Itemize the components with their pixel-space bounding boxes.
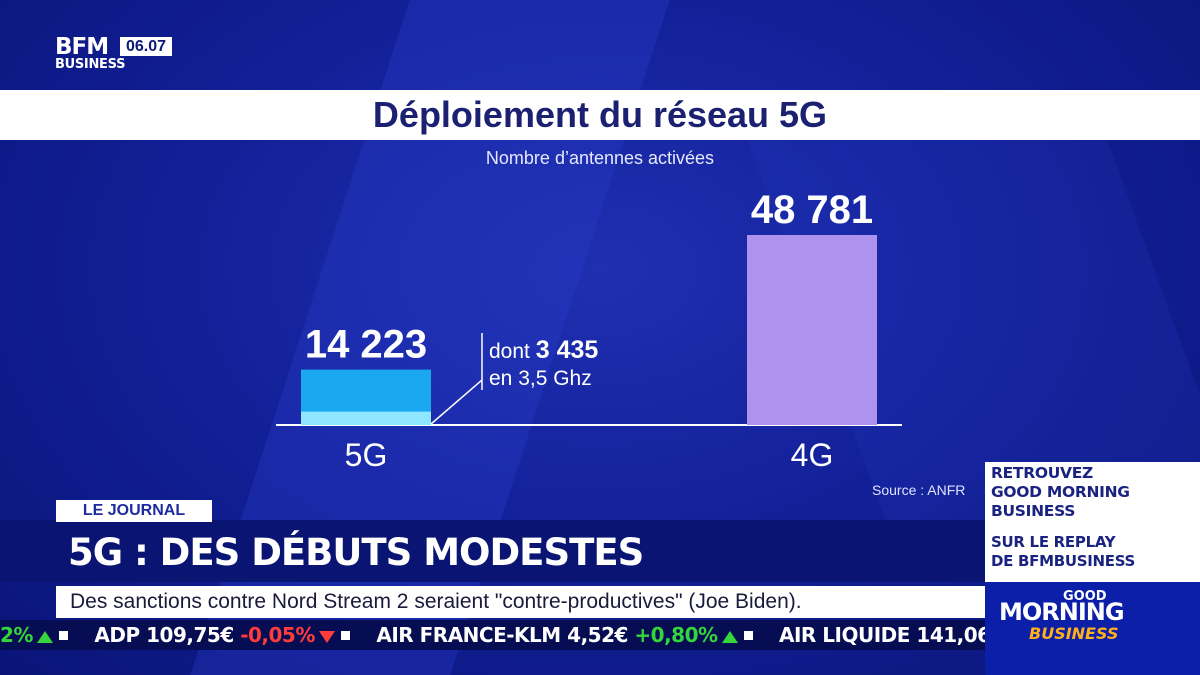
up-arrow-icon [721,630,738,643]
ticker-item: ADP 109,75€ -0,05% [94,620,363,650]
ticker-item: 2% [0,620,82,650]
ticker-item: AIR FRANCE-KLM 4,52€ +0,80% [376,620,766,650]
show-logo-morning: MORNING [999,598,1125,626]
up-arrow-icon [36,630,53,643]
news-text: Des sanctions contre Nord Stream 2 serai… [70,590,802,613]
separator-icon [58,631,68,640]
separator-icon [340,631,350,640]
promo-subtitle: SUR LE REPLAY DE BFMBUSINESS [991,533,1135,571]
ticker-item: AIR LIQUIDE 141,06 [779,620,985,650]
lower-third-background [0,520,985,582]
chart-title: Déploiement du réseau 5G [372,94,828,135]
headline: 5G : DES DÉBUTS MODESTES [68,531,644,574]
down-arrow-icon [318,630,335,643]
promo-line: BUSINESS [991,502,1076,520]
ticker-name: AIR FRANCE-KLM [376,623,561,647]
value-label-5g: 14 223 [305,323,427,367]
ticker-price: 109,75€ [146,623,234,647]
bar-5g-segment [301,411,431,425]
bar-4g [747,235,877,425]
chart-source: Source : ANFR [872,482,966,498]
annotation-prefix: dont [489,340,536,363]
stock-ticker: 2% ADP 109,75€ -0,05% AIR FRANCE-KLM 4,5… [0,620,985,650]
title-band: Déploiement du réseau 5G [0,90,1200,140]
annotation-leader [430,379,483,425]
value-label-4g: 48 781 [751,188,873,232]
show-logo: GOOD MORNING BUSINESS [985,582,1200,675]
ticker-price: 141,06 [916,623,985,647]
ticker-change: -0,05% [240,623,315,647]
logo-sub: BUSINESS [55,57,126,72]
replay-promo: RETROUVEZ GOOD MORNING BUSINESS SUR LE R… [985,462,1200,582]
clock: 06.07 [120,37,173,56]
promo-line: DE BFMBUSINESS [991,552,1136,570]
show-logo-business: BUSINESS [1029,624,1119,643]
promo-line: GOOD MORNING [991,483,1130,501]
category-label-4g: 4G [791,437,834,473]
promo-line: SUR LE REPLAY [991,533,1116,551]
ticker-change: 2% [0,623,33,647]
logo-brand: BFM [55,34,109,60]
annotation-value: 3 435 [536,336,599,364]
ticker-change: +0,80% [634,623,718,647]
show-logo-good: GOOD [1063,589,1107,604]
annotation-line-1: dont 3 435 [489,336,598,364]
promo-line: RETROUVEZ [991,464,1093,482]
promo-title: RETROUVEZ GOOD MORNING BUSINESS [991,464,1130,521]
ticker-name: ADP [94,623,140,647]
ticker-price: 4,52€ [567,623,628,647]
annotation-line-2: en 3,5 Ghz [489,367,592,390]
section-tag: LE JOURNAL [56,500,212,522]
ticker-name: AIR LIQUIDE [779,623,910,647]
channel-logo: BFM BUSINESS [55,36,125,72]
separator-icon [743,631,753,640]
category-label-5g: 5G [345,437,388,473]
chart-subtitle: Nombre d’antennes activées [485,148,715,168]
news-strip: Des sanctions contre Nord Stream 2 serai… [56,586,985,618]
